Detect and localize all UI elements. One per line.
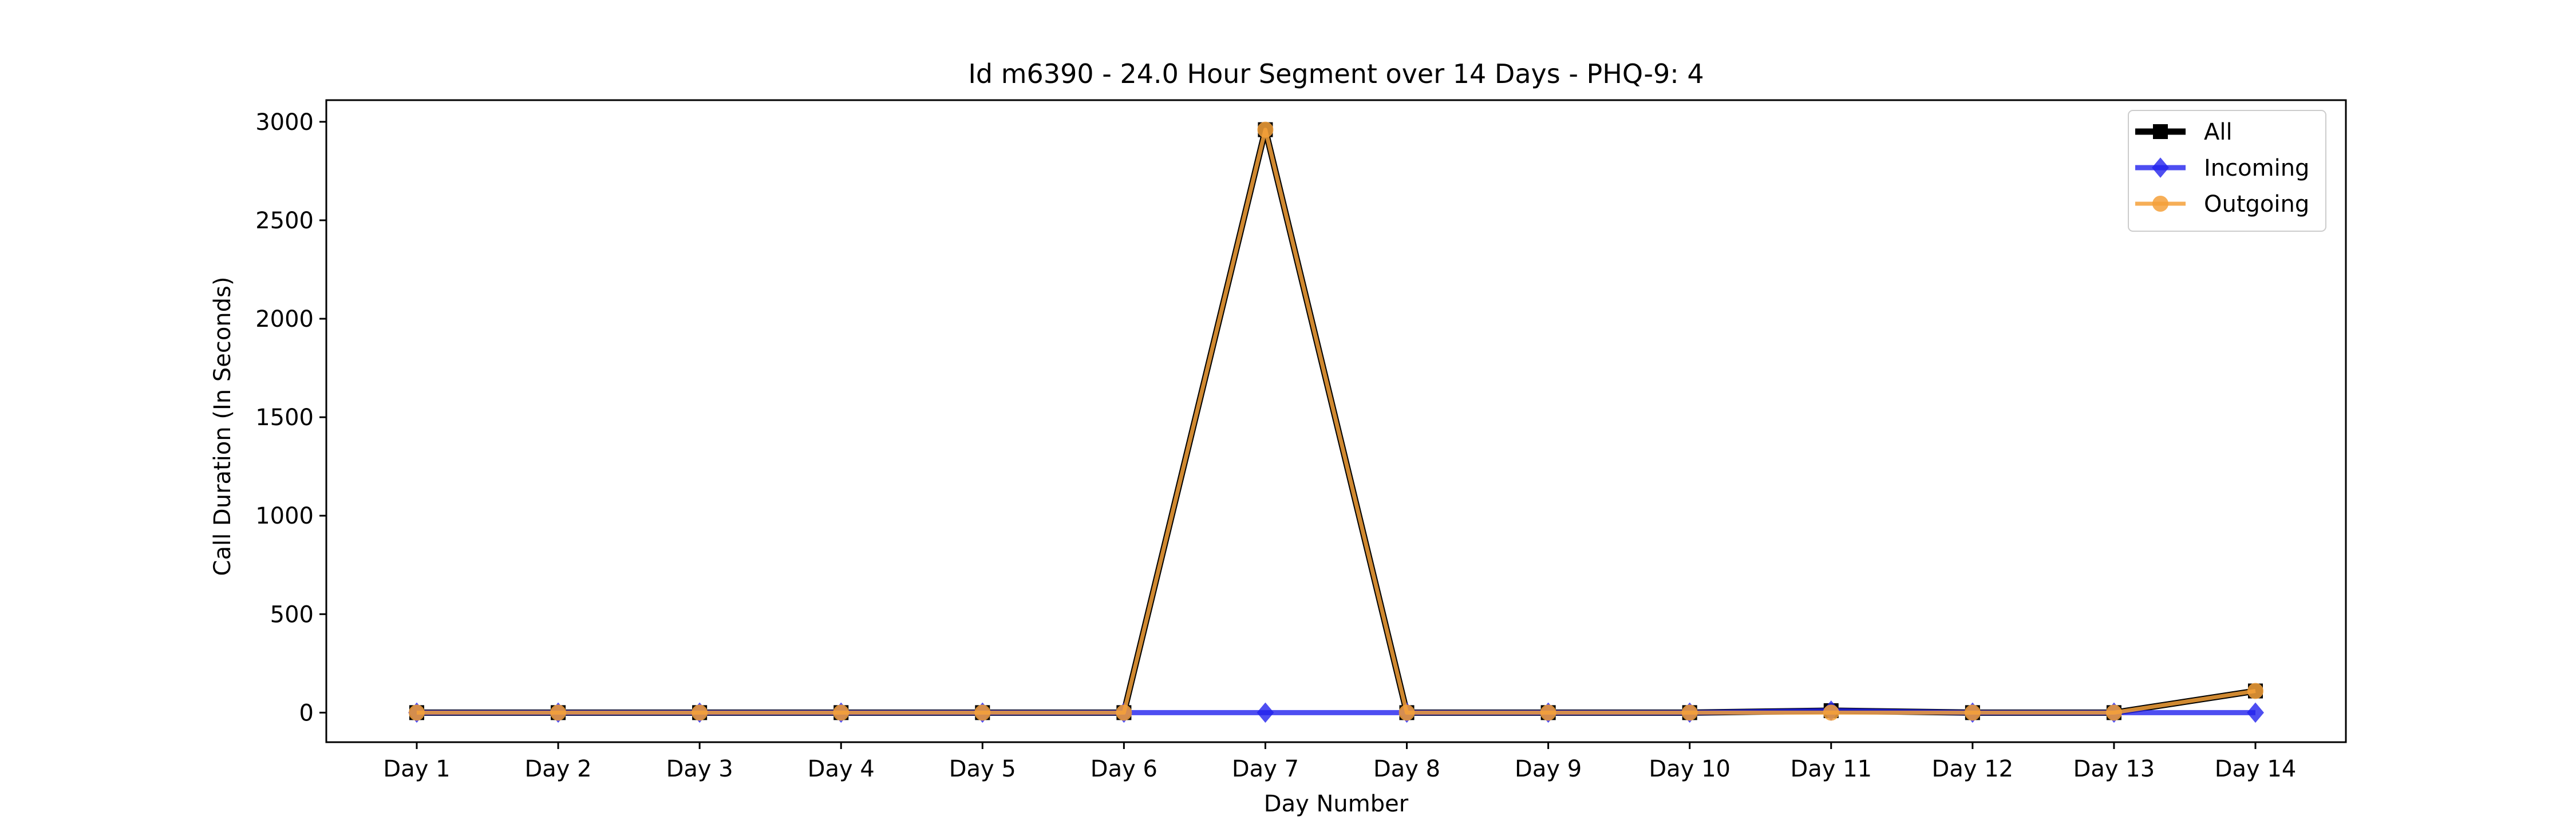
data-point-outgoing [2247, 683, 2263, 699]
data-point-outgoing [1964, 704, 1981, 721]
x-tick-label: Day 1 [383, 756, 450, 782]
y-axis-label: Call Duration (In Seconds) [210, 277, 236, 576]
x-tick-label: Day 14 [2215, 756, 2297, 782]
y-tick-label: 500 [270, 601, 314, 628]
x-axis: Day 1 Day 2 Day 3 Day 4 Day 5 Day 6 Day 7 Day 8… [383, 742, 2296, 782]
y-tick-label: 3000 [255, 109, 314, 136]
series-outgoing [409, 121, 2263, 721]
y-tick-label: 1000 [255, 503, 314, 529]
data-point-incoming [2247, 702, 2264, 723]
x-tick-label: Day 12 [1932, 756, 2014, 782]
legend: All Incoming Outgoing [2128, 110, 2326, 232]
legend-marker-incoming [2152, 157, 2169, 178]
x-tick-label: Day 4 [808, 756, 875, 782]
x-tick-label: Day 5 [949, 756, 1016, 782]
legend-marker-outgoing [2152, 196, 2168, 212]
legend-box [2128, 110, 2326, 232]
data-point-outgoing [1398, 704, 1415, 721]
legend-label-outgoing: Outgoing [2204, 191, 2309, 217]
legend-label-incoming: Incoming [2204, 155, 2309, 181]
legend-label-all: All [2204, 119, 2233, 145]
x-tick-label: Day 3 [666, 756, 733, 782]
x-tick-label: Day 13 [2073, 756, 2155, 782]
x-tick-label: Day 7 [1232, 756, 1299, 782]
series-layer [408, 121, 2264, 723]
data-point-outgoing [692, 704, 708, 721]
x-tick-label: Day 6 [1091, 756, 1157, 782]
data-point-outgoing [833, 704, 850, 721]
y-tick-label: 1500 [255, 405, 314, 431]
x-axis-label: Day Number [1264, 791, 1409, 817]
data-point-outgoing [1681, 704, 1698, 721]
plot-frame [325, 99, 2347, 743]
chart-title: Id m6390 - 24.0 Hour Segment over 14 Day… [968, 58, 1704, 89]
data-point-outgoing [1823, 704, 1839, 721]
y-tick-label: 0 [299, 700, 314, 726]
x-tick-label: Day 2 [524, 756, 591, 782]
x-tick-label: Day 11 [1790, 756, 1872, 782]
y-tick-label: 2500 [255, 208, 314, 234]
data-point-incoming [1257, 702, 1274, 723]
x-tick-label: Day 9 [1515, 756, 1582, 782]
y-axis: 0 500 1000 1500 2000 2500 3000 [255, 109, 326, 726]
data-point-outgoing [1257, 121, 1274, 138]
plot-area [325, 99, 2347, 743]
data-point-outgoing [2105, 704, 2122, 721]
series-line-outgoing [417, 128, 2256, 715]
data-point-outgoing [974, 704, 991, 721]
data-point-outgoing [1540, 704, 1556, 721]
data-point-outgoing [409, 704, 425, 721]
y-tick-label: 2000 [255, 306, 314, 332]
legend-marker-all [2153, 124, 2168, 139]
data-point-outgoing [1116, 704, 1132, 721]
x-tick-label: Day 10 [1649, 756, 1730, 782]
data-point-outgoing [550, 704, 567, 721]
x-tick-label: Day 8 [1373, 756, 1440, 782]
